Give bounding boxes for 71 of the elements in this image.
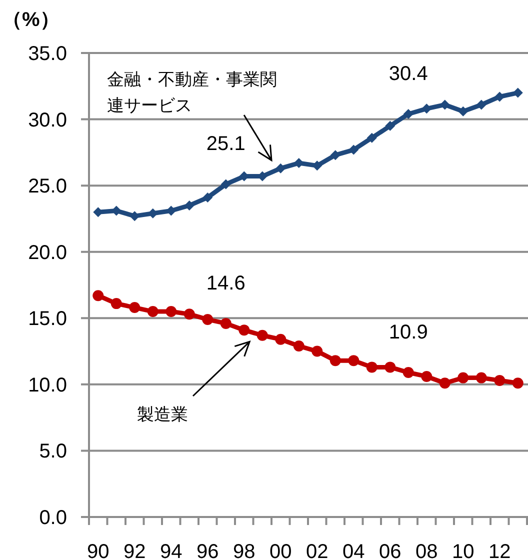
point — [294, 158, 304, 168]
point — [348, 144, 359, 155]
point — [166, 306, 177, 318]
point — [110, 298, 122, 310]
x-tick-label: 10 — [452, 541, 474, 559]
point — [256, 330, 268, 341]
data-label: 30.4 — [388, 62, 428, 85]
y-tick-label: 5.0 — [39, 440, 67, 463]
point — [440, 100, 450, 110]
data-label: 14.6 — [206, 272, 246, 294]
point — [384, 362, 396, 373]
x-tick-label: 04 — [342, 541, 365, 559]
y-tick-label: 15.0 — [28, 308, 67, 330]
point — [275, 334, 286, 345]
point — [366, 132, 377, 143]
x-tick-label: 94 — [160, 541, 182, 559]
y-tick-label: 10.0 — [28, 374, 67, 396]
point — [330, 150, 340, 160]
point — [512, 88, 523, 98]
point — [92, 290, 104, 302]
x-tick-label: 06 — [379, 541, 402, 559]
point — [439, 378, 450, 389]
y-tick-label: 30.0 — [28, 109, 67, 132]
point — [293, 340, 304, 352]
y-tick-label: 20.0 — [28, 242, 67, 264]
x-tick-label: 92 — [124, 541, 146, 559]
point — [202, 314, 214, 325]
x-tick-label: 02 — [306, 541, 328, 559]
y-tick-label: 0.0 — [39, 507, 67, 529]
point — [330, 355, 341, 366]
point — [458, 372, 469, 384]
point — [385, 120, 396, 131]
point — [421, 370, 432, 382]
point — [130, 211, 140, 222]
point — [148, 208, 158, 218]
point — [276, 163, 286, 174]
point — [403, 108, 414, 119]
point — [184, 200, 194, 210]
y-tick-label: 25.0 — [28, 176, 67, 198]
point — [220, 179, 231, 190]
point — [312, 346, 323, 357]
x-tick-label: 90 — [87, 541, 110, 559]
point — [348, 355, 360, 366]
point — [166, 206, 176, 216]
point — [366, 362, 378, 373]
x-tick-label: 08 — [416, 541, 438, 559]
point — [402, 366, 414, 378]
point — [458, 106, 468, 116]
point — [312, 160, 322, 171]
point — [494, 374, 506, 386]
point — [238, 324, 250, 336]
text: 金融・不動産・事業関連サービス — [107, 70, 277, 115]
point — [147, 306, 158, 318]
y-tick-label: 35.0 — [28, 43, 67, 65]
data-label: 25.1 — [206, 133, 246, 156]
x-tick-label: 96 — [196, 541, 219, 559]
point — [422, 104, 432, 114]
y-axis-title: （%） — [2, 9, 60, 31]
point — [494, 92, 505, 102]
x-tick-label: 98 — [233, 541, 256, 559]
point — [220, 318, 232, 329]
point — [129, 302, 140, 314]
point — [512, 378, 524, 389]
point — [476, 100, 486, 110]
point — [184, 308, 195, 320]
point — [476, 372, 487, 384]
data-label: 10.9 — [388, 321, 428, 344]
point — [202, 192, 213, 203]
x-tick-label: 00 — [270, 541, 292, 559]
x-tick-label: 12 — [488, 541, 511, 559]
text: 製造業 — [137, 405, 188, 424]
